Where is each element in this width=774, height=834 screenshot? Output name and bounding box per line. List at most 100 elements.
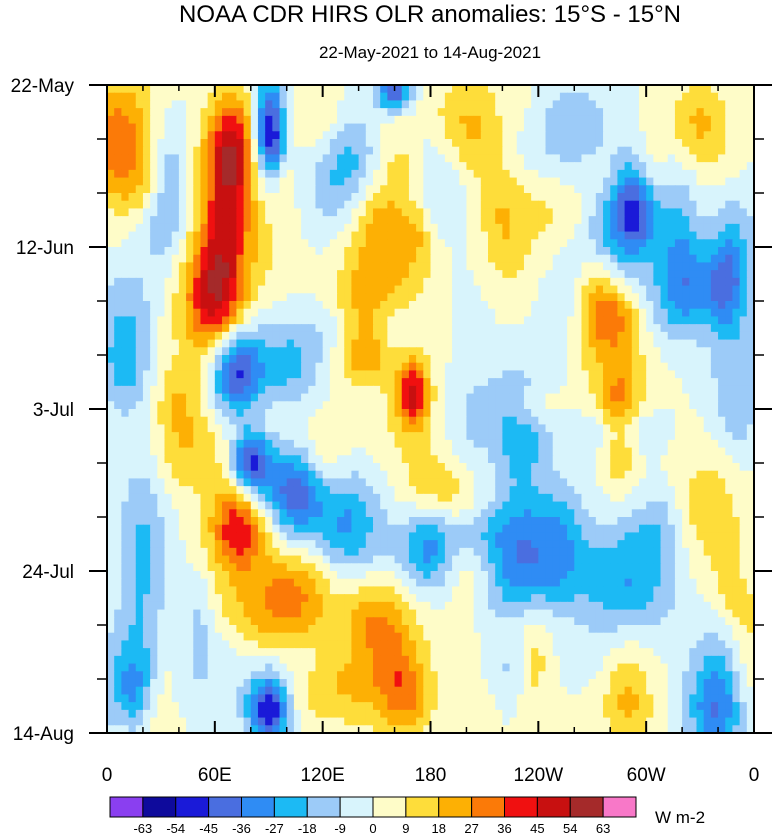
anomaly-cell <box>509 293 518 302</box>
anomaly-cell <box>703 470 712 480</box>
anomaly-cell <box>229 277 237 287</box>
anomaly-cell <box>567 331 575 341</box>
anomaly-cell <box>344 301 353 310</box>
anomaly-cell <box>638 154 647 163</box>
anomaly-cell <box>595 277 604 287</box>
anomaly-cell <box>567 409 575 418</box>
anomaly-cell <box>459 424 468 433</box>
anomaly-cell <box>444 463 453 472</box>
anomaly-cell <box>696 231 705 240</box>
anomaly-cell <box>523 470 532 480</box>
anomaly-cell <box>567 355 575 364</box>
anomaly-cell <box>200 486 209 495</box>
anomaly-cell <box>509 185 518 194</box>
anomaly-cell <box>315 347 324 356</box>
anomaly-cell <box>631 85 640 94</box>
anomaly-cell <box>588 463 597 472</box>
anomaly-cell <box>667 123 676 132</box>
anomaly-cell <box>372 439 381 449</box>
anomaly-cell <box>401 270 410 279</box>
anomaly-cell <box>732 301 741 310</box>
anomaly-cell <box>516 378 525 387</box>
anomaly-cell <box>581 455 590 464</box>
anomaly-cell <box>574 185 583 194</box>
anomaly-cell <box>329 146 338 156</box>
anomaly-cell <box>408 385 417 395</box>
anomaly-cell <box>617 193 626 202</box>
anomaly-cell <box>552 308 561 318</box>
anomaly-cell <box>214 455 223 464</box>
anomaly-cell <box>610 455 619 464</box>
anomaly-cell <box>552 108 561 117</box>
anomaly-cell <box>682 169 690 179</box>
anomaly-cell <box>646 247 654 256</box>
anomaly-cell <box>516 447 525 456</box>
anomaly-cell <box>293 416 302 426</box>
anomaly-cell <box>638 216 647 225</box>
anomaly-cell <box>646 254 654 264</box>
anomaly-cell <box>186 162 194 171</box>
anomaly-cell <box>408 92 417 102</box>
anomaly-cell <box>229 231 237 240</box>
anomaly-cell <box>509 455 518 464</box>
anomaly-cell <box>567 177 575 186</box>
anomaly-cell <box>473 385 482 395</box>
anomaly-cell <box>588 347 597 356</box>
anomaly-cell <box>236 139 245 148</box>
anomaly-cell <box>423 493 432 503</box>
anomaly-cell <box>732 316 741 325</box>
anomaly-cell <box>229 254 237 264</box>
anomaly-cell <box>689 501 698 510</box>
anomaly-cell <box>603 200 611 210</box>
anomaly-cell <box>610 146 619 156</box>
anomaly-cell <box>488 193 496 202</box>
anomaly-cell <box>394 478 403 487</box>
anomaly-cell <box>710 370 719 379</box>
anomaly-cell <box>480 416 489 426</box>
anomaly-cell <box>495 339 503 348</box>
anomaly-cell <box>531 385 539 395</box>
anomaly-cell <box>372 355 381 364</box>
anomaly-cell <box>552 239 561 248</box>
anomaly-cell <box>142 185 151 194</box>
anomaly-cell <box>301 131 309 140</box>
anomaly-cell <box>696 385 705 395</box>
anomaly-cell <box>459 169 468 179</box>
anomaly-cell <box>322 470 331 480</box>
anomaly-cell <box>171 270 180 279</box>
anomaly-cell <box>430 463 439 472</box>
anomaly-cell <box>703 169 712 179</box>
anomaly-cell <box>365 100 374 109</box>
anomaly-cell <box>157 223 166 233</box>
anomaly-cell <box>121 447 130 456</box>
anomaly-cell <box>682 370 690 379</box>
anomaly-cell <box>142 85 151 94</box>
anomaly-cell <box>344 478 353 487</box>
anomaly-cell <box>531 393 539 402</box>
anomaly-cell <box>301 139 309 148</box>
anomaly-cell <box>739 139 748 148</box>
anomaly-cell <box>344 270 353 279</box>
anomaly-cell <box>265 162 273 171</box>
anomaly-cell <box>207 424 216 433</box>
anomaly-cell <box>444 193 453 202</box>
anomaly-cell <box>430 131 439 140</box>
anomaly-cell <box>265 247 273 256</box>
anomaly-cell <box>646 123 654 132</box>
anomaly-cell <box>142 92 151 102</box>
anomaly-cell <box>516 463 525 472</box>
anomaly-cell <box>746 193 755 202</box>
anomaly-cell <box>164 177 173 186</box>
anomaly-cell <box>164 362 173 372</box>
anomaly-cell <box>509 193 518 202</box>
anomaly-cell <box>128 262 137 271</box>
anomaly-cell <box>322 409 331 418</box>
anomaly-cell <box>344 277 353 287</box>
anomaly-cell <box>337 223 345 233</box>
anomaly-cell <box>459 455 468 464</box>
anomaly-cell <box>157 208 166 217</box>
anomaly-cell <box>674 447 683 456</box>
anomaly-cell <box>265 393 273 402</box>
anomaly-cell <box>186 501 194 510</box>
anomaly-cell <box>574 293 583 302</box>
